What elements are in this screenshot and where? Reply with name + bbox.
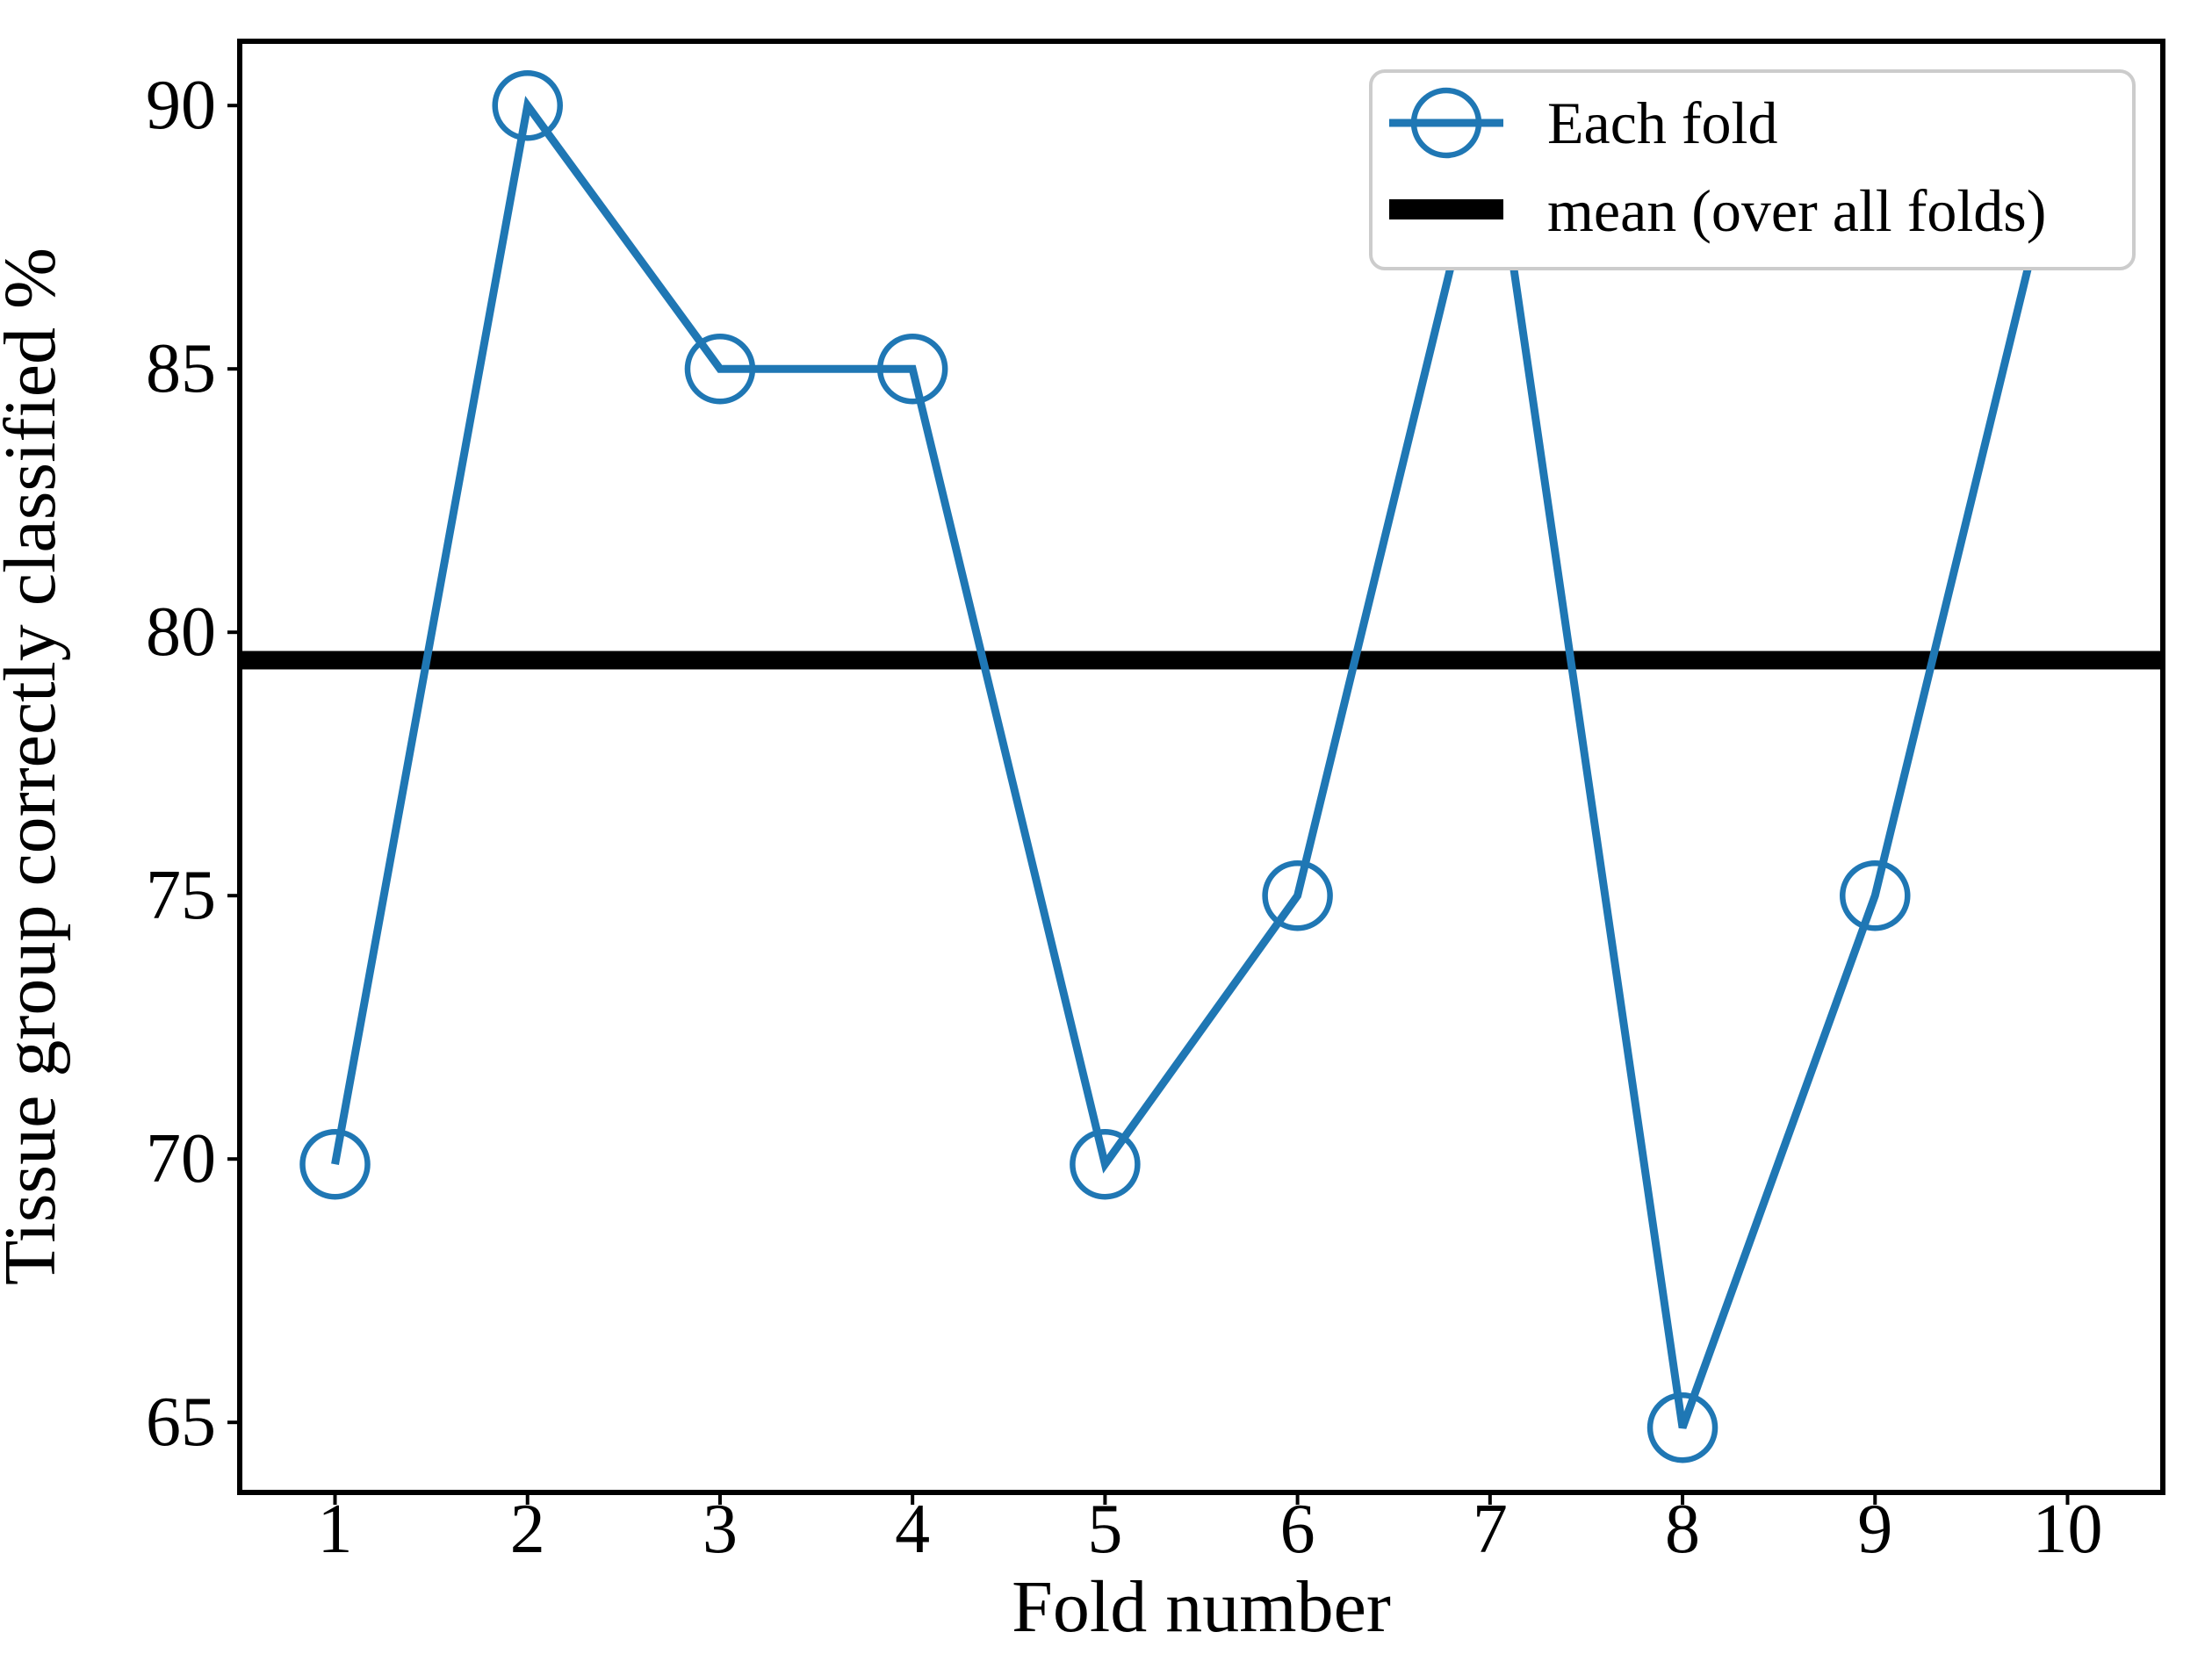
legend-box <box>1369 69 2136 270</box>
data-point-marker-fold-4 <box>876 333 948 405</box>
y-tick-label: 80 <box>146 593 216 671</box>
data-point-marker-fold-6 <box>1262 859 1333 931</box>
x-tick-label: 2 <box>510 1491 545 1568</box>
data-point-marker-fold-8 <box>1646 1391 1718 1463</box>
legend: Each fold mean (over all folds) <box>1369 69 2136 270</box>
x-tick-label: 4 <box>895 1491 930 1568</box>
y-tick-label: 65 <box>146 1384 216 1461</box>
data-point-marker-fold-3 <box>684 333 756 405</box>
y-axis-title: Tissue group correctly classified % <box>0 248 71 1285</box>
y-tick-label: 90 <box>146 67 216 144</box>
x-axis-ticks: 1 2 3 4 5 6 7 8 9 10 <box>318 1491 2103 1568</box>
legend-label-mean: mean (over all folds) <box>1547 177 2046 244</box>
data-point-marker-fold-9 <box>1840 859 1911 931</box>
x-axis-title: Fold number <box>1012 1566 1391 1648</box>
x-tick-label: 6 <box>1280 1491 1315 1568</box>
x-tick-label: 9 <box>1857 1491 1892 1568</box>
data-point-marker-fold-1 <box>299 1128 371 1200</box>
data-point-marker-fold-2 <box>492 69 563 141</box>
y-axis-ticks: 65 70 75 80 85 90 <box>146 67 240 1461</box>
x-tick-label: 3 <box>703 1491 738 1568</box>
y-tick-label: 85 <box>146 330 216 407</box>
axes-border <box>237 39 2165 1495</box>
y-tick-label: 75 <box>146 857 216 934</box>
plot-area <box>240 41 2163 1492</box>
data-point-marker-fold-5 <box>1070 1128 1141 1200</box>
legend-label-each-fold: Each fold <box>1547 90 1777 156</box>
x-tick-label: 7 <box>1473 1491 1508 1568</box>
legend-mean-line-sample <box>1389 199 1503 219</box>
x-tick-label: 5 <box>1087 1491 1122 1568</box>
x-tick-label: 1 <box>318 1491 353 1568</box>
x-tick-label: 10 <box>2032 1491 2102 1568</box>
legend-each-fold-marker-sample <box>1410 87 1482 159</box>
x-tick-label: 8 <box>1665 1491 1700 1568</box>
fold-series-line <box>331 96 2071 1429</box>
y-tick-label: 70 <box>146 1120 216 1197</box>
